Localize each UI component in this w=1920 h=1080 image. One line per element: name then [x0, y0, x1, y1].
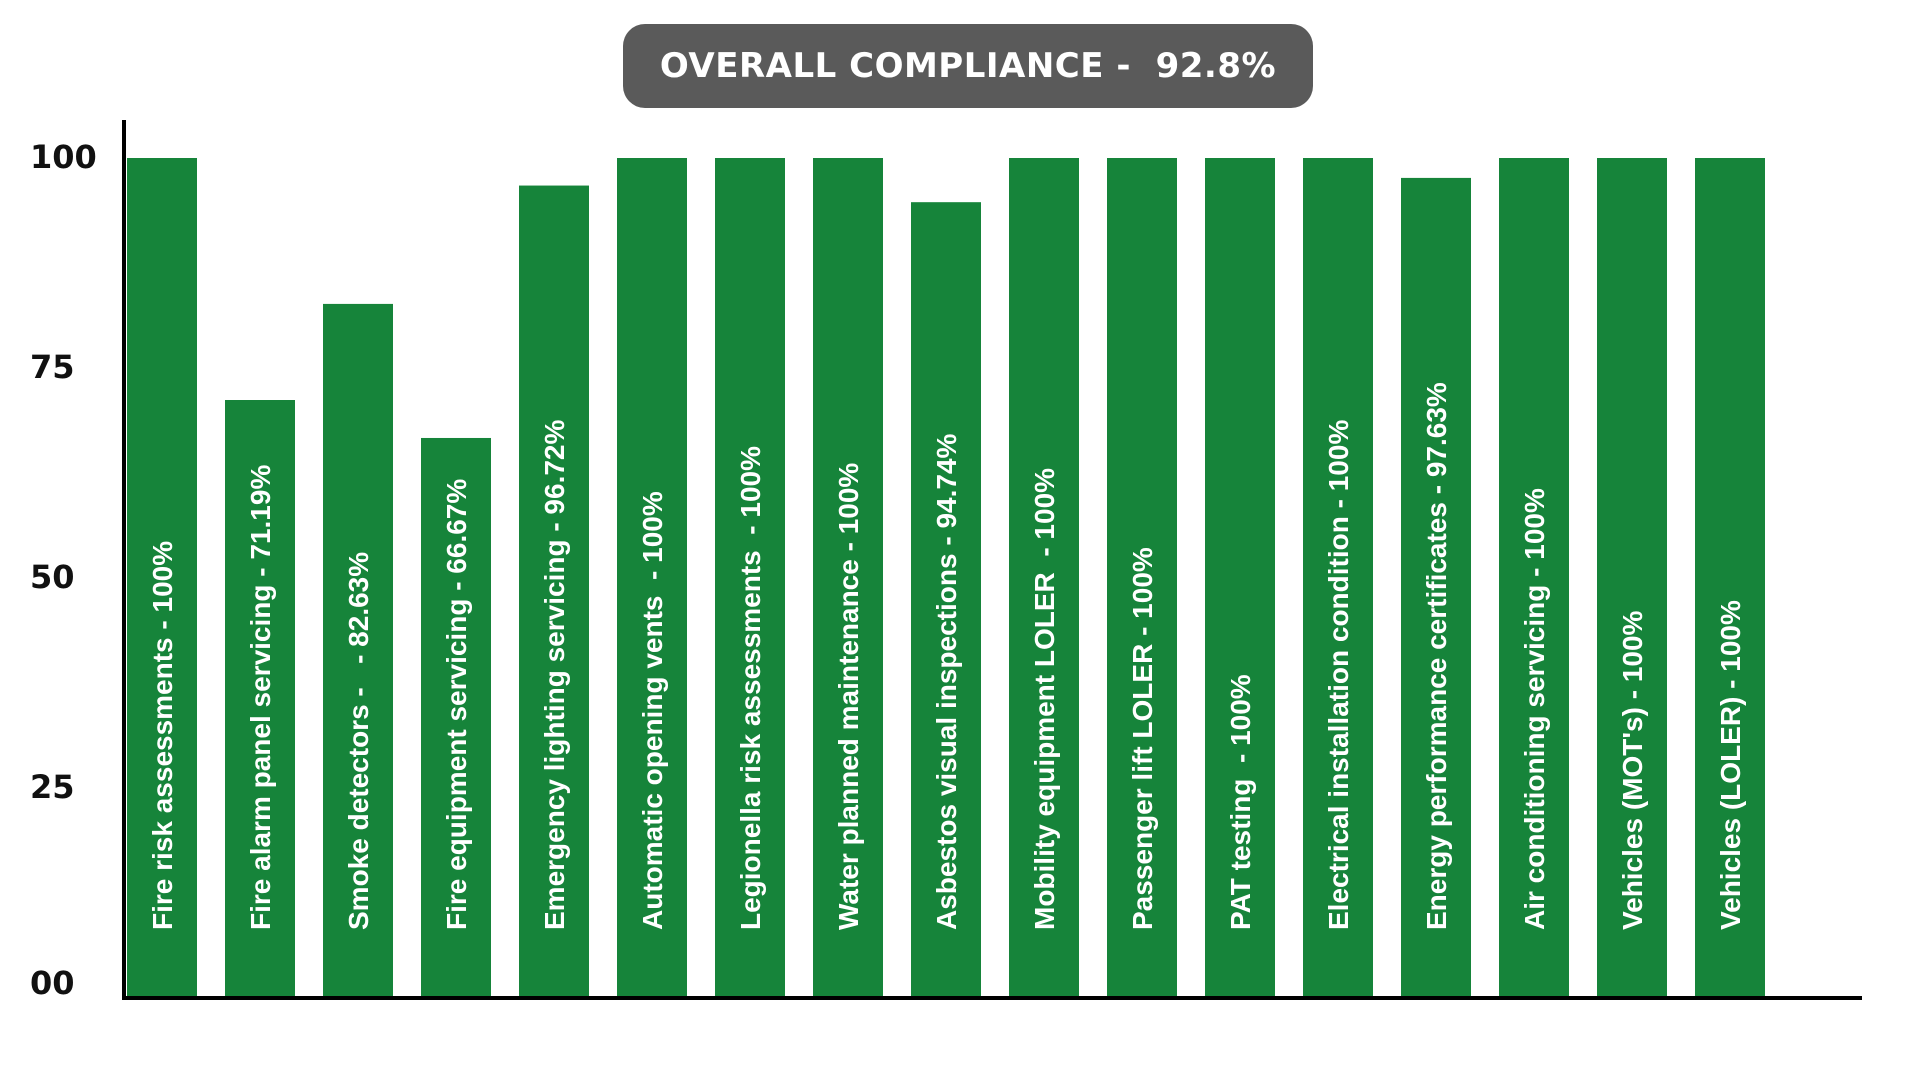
- bar: [225, 400, 295, 998]
- bar: [1009, 158, 1079, 998]
- bar-label: Automatic opening vents - 100%: [637, 491, 668, 930]
- y-tick-label: 25: [30, 768, 75, 806]
- bar-label: Fire alarm panel servicing - 71.19%: [245, 465, 276, 930]
- bar-label: Smoke detectors - - 82.63%: [343, 552, 374, 930]
- bar: [1303, 158, 1373, 998]
- bar-labels-group: Fire risk assessments - 100% Fire alarm p…: [147, 382, 1746, 930]
- bar: [1107, 158, 1177, 998]
- bar: [323, 303, 393, 999]
- bar: [715, 158, 785, 998]
- bar: [1597, 158, 1667, 998]
- bar-label: Air conditioning servicing - 100%: [1519, 488, 1550, 930]
- bar-label: Fire equipment servicing - 66.67%: [441, 479, 472, 930]
- bar: [911, 202, 981, 998]
- bar-label: Passenger lift LOLER - 100%: [1127, 547, 1158, 930]
- y-tick-label: 00: [30, 964, 75, 1002]
- bar: [1695, 158, 1765, 998]
- y-tick-label: 50: [30, 558, 75, 596]
- bar: [421, 437, 491, 998]
- bar-label: Water planned maintenance - 100%: [833, 463, 864, 930]
- bar: [1205, 158, 1275, 998]
- bar-label: Vehicles (MOT's) - 100%: [1617, 610, 1648, 930]
- bar-label: Fire risk assessments - 100%: [147, 541, 178, 930]
- y-tick-label: 100: [30, 138, 97, 176]
- bar: [127, 158, 197, 998]
- y-axis-ticks: 00 25 50 75 100: [30, 138, 97, 1002]
- bar-label: Electrical installation condition - 100%: [1323, 420, 1354, 930]
- bars-group: [127, 158, 1765, 999]
- chart-title: OVERALL COMPLIANCE - 92.8%: [623, 24, 1313, 108]
- bar: [1401, 177, 1471, 998]
- bar: [519, 185, 589, 998]
- bar: [813, 158, 883, 998]
- y-tick-label: 75: [30, 348, 75, 386]
- bar-label: Energy performance certificates - 97.63%: [1421, 382, 1452, 930]
- bar-label: Emergency lighting servicing - 96.72%: [539, 419, 570, 930]
- bar-label: PAT testing - 100%: [1225, 674, 1256, 930]
- bar: [617, 158, 687, 998]
- bar-label: Vehicles (LOLER) - 100%: [1715, 600, 1746, 930]
- bar-label: Mobility equipment LOLER - 100%: [1029, 468, 1060, 930]
- bar: [1499, 158, 1569, 998]
- bar-label: Asbestos visual inspections - 94.74%: [931, 433, 962, 930]
- bar-label: Legionella risk assessments - 100%: [735, 446, 766, 930]
